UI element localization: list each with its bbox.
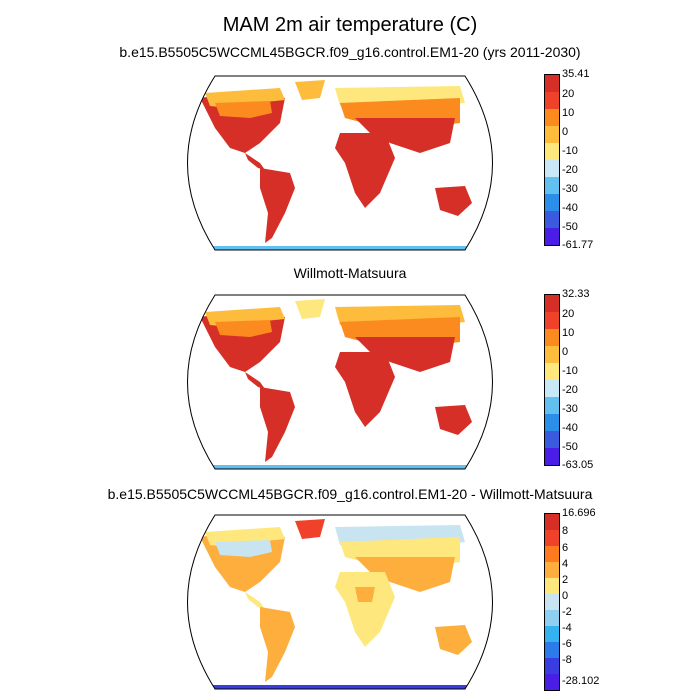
eurasia-south	[355, 337, 455, 372]
panel-3-colorbar	[544, 513, 560, 691]
panel-2-cbar-label: -30	[562, 403, 578, 415]
panel-1-map-svg	[187, 75, 493, 251]
panel-3-cbar-label: -2	[562, 606, 572, 618]
panel-1-cbar-label: -30	[562, 183, 578, 195]
panel-3-cbar-label: -8	[562, 654, 572, 666]
panel-3-cbar-label: 0	[562, 590, 569, 602]
panel-2-cbar-label: -10	[562, 365, 578, 377]
panel-1-colorbar	[544, 74, 560, 246]
panel-2-colorbar	[544, 294, 560, 466]
panel-2-cbar-label: 32.33	[562, 288, 590, 300]
panel-2-cbar-label: 10	[562, 327, 575, 339]
panel-2-title: Willmott-Matsuura	[293, 265, 407, 281]
figure-title: MAM 2m air temperature (C)	[222, 14, 478, 36]
australia	[435, 625, 472, 655]
panel-1-cbar-label: -50	[562, 221, 578, 233]
antarctica	[200, 246, 480, 250]
australia	[435, 405, 472, 435]
south-america	[260, 168, 295, 243]
panel-2-cbar-label: -63.05	[562, 459, 594, 471]
panel-3-map	[160, 507, 520, 697]
panel-1-cbar-label: 20	[562, 88, 575, 100]
central-america	[245, 153, 265, 170]
africa	[335, 572, 395, 647]
panel-1-cbar-label: 35.41	[562, 68, 590, 80]
panel-1-map	[160, 68, 520, 258]
greenland	[295, 80, 325, 100]
panel-2-cbar-label: -40	[562, 422, 578, 434]
panel-2-cbar-label: 0	[562, 346, 569, 358]
panel-1-cbar-label: -10	[562, 145, 578, 157]
panel-1-title: b.e15.B5505C5WCCML45BGCR.f09_g16.control…	[119, 44, 581, 60]
panel-3-title: b.e15.B5505C5WCCML45BGCR.f09_g16.control…	[107, 486, 593, 502]
panel-1-cbar-label: 10	[562, 107, 575, 119]
panel-3-cbar-label: 16.696	[562, 507, 596, 519]
africa	[335, 352, 395, 427]
panel-3-cbar-label: 6	[562, 542, 569, 554]
panel-1-cbar-label: 0	[562, 126, 569, 138]
canada-band	[215, 320, 272, 337]
south-america	[260, 607, 295, 682]
panel-3-cbar-label: 4	[562, 558, 569, 570]
panel-3-cbar-label: 8	[562, 525, 569, 537]
canada-band	[215, 540, 272, 557]
panel-2-cbar-label: -50	[562, 441, 578, 453]
panel-2-map	[160, 287, 520, 477]
panel-1-cbar-label: -61.77	[562, 239, 594, 251]
antarctica	[200, 465, 480, 469]
greenland	[295, 519, 325, 539]
panel-2-map-svg	[187, 294, 493, 470]
eurasia-south	[355, 557, 455, 592]
panel-3-cbar-label: -4	[562, 622, 572, 634]
central-america	[245, 372, 265, 389]
antarctica	[200, 685, 480, 689]
panel-3-cbar-label: -28.102	[562, 675, 600, 687]
panel-3-map-svg	[187, 514, 493, 690]
panel-1-cbar-label: -20	[562, 164, 578, 176]
south-america	[260, 387, 295, 462]
panel-3-cbar-label: -6	[562, 638, 572, 650]
eurasia-south	[355, 118, 455, 153]
canada-band	[215, 101, 272, 118]
panel-1-cbar-label: -40	[562, 202, 578, 214]
central-america	[245, 592, 265, 609]
greenland	[295, 299, 325, 319]
africa	[335, 133, 395, 208]
panel-3-cbar-label: 2	[562, 574, 569, 586]
panel-2-cbar-label: 20	[562, 308, 575, 320]
panel-2-cbar-label: -20	[562, 384, 578, 396]
australia	[435, 186, 472, 216]
